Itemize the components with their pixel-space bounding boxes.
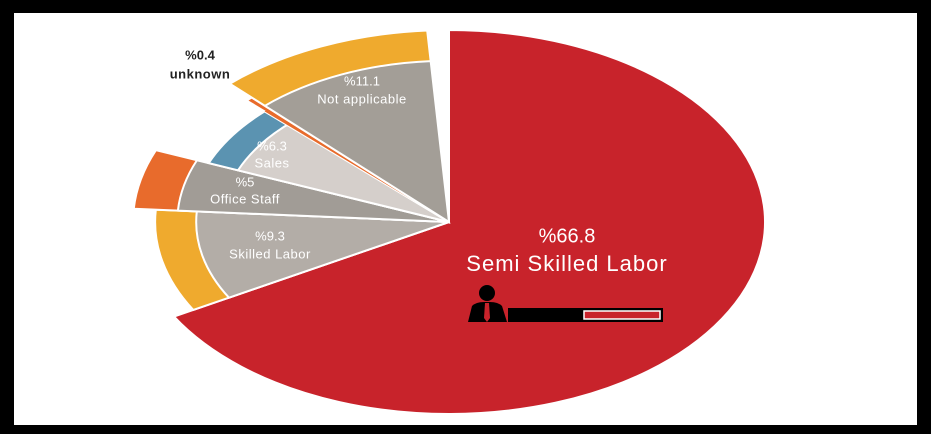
slices — [132, 28, 766, 415]
value-label: %9.3 — [255, 228, 285, 243]
value-label: %0.4 — [185, 47, 215, 62]
category-label: Sales — [254, 155, 289, 170]
category-label: Office Staff — [210, 191, 280, 206]
slice — [262, 60, 451, 224]
value-label: %6.3 — [257, 138, 287, 153]
category-label: Skilled Labor — [229, 246, 311, 261]
worker-icon — [468, 285, 663, 322]
slice — [176, 159, 450, 223]
slice — [195, 210, 450, 299]
labels: %66.8 Semi Skilled Labor %9.3 Skilled Labor… — [170, 47, 667, 276]
value-label: %66.8 — [539, 225, 596, 247]
value-label: %5 — [236, 174, 255, 189]
category-label: unknown — [170, 66, 231, 81]
category-label: Semi Skilled Labor — [466, 251, 667, 276]
value-label: %11.1 — [344, 73, 380, 88]
category-label: Not applicable — [317, 91, 406, 106]
